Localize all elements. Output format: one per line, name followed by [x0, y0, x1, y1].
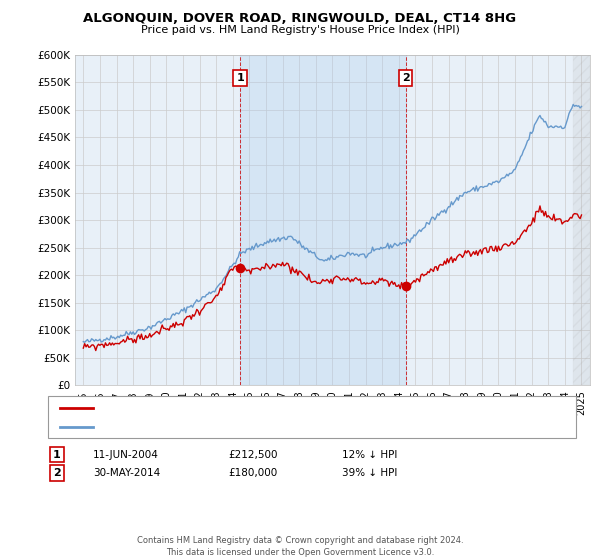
Bar: [240, 55, 406, 385]
Text: HPI: Average price, detached house, Dover: HPI: Average price, detached house, Dove…: [99, 422, 309, 432]
Text: 2: 2: [402, 73, 410, 83]
Text: 1: 1: [236, 73, 244, 83]
Text: 30-MAY-2014: 30-MAY-2014: [93, 468, 160, 478]
Text: 11-JUN-2004: 11-JUN-2004: [93, 450, 159, 460]
Text: 39% ↓ HPI: 39% ↓ HPI: [342, 468, 397, 478]
Text: £212,500: £212,500: [228, 450, 277, 460]
Bar: [573, 55, 590, 385]
Text: 2: 2: [53, 468, 61, 478]
Text: ALGONQUIN, DOVER ROAD, RINGWOULD, DEAL, CT14 8HG: ALGONQUIN, DOVER ROAD, RINGWOULD, DEAL, …: [83, 12, 517, 25]
Text: £180,000: £180,000: [228, 468, 277, 478]
Text: 12% ↓ HPI: 12% ↓ HPI: [342, 450, 397, 460]
Text: Price paid vs. HM Land Registry's House Price Index (HPI): Price paid vs. HM Land Registry's House …: [140, 25, 460, 35]
Text: ALGONQUIN, DOVER ROAD, RINGWOULD, DEAL, CT14 8HG (detached house): ALGONQUIN, DOVER ROAD, RINGWOULD, DEAL, …: [99, 403, 476, 413]
Text: 1: 1: [53, 450, 61, 460]
Text: Contains HM Land Registry data © Crown copyright and database right 2024.
This d: Contains HM Land Registry data © Crown c…: [137, 536, 463, 557]
